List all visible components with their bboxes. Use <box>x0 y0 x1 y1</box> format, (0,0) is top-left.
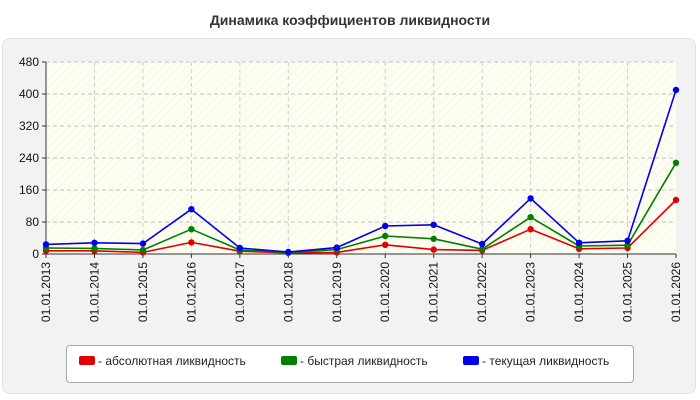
series-line-2 <box>45 89 677 253</box>
data-point-1 <box>624 242 631 249</box>
data-point-2 <box>478 240 486 248</box>
data-point-0 <box>382 241 389 248</box>
y-tick-label: 80 <box>26 215 40 229</box>
legend-item-absolute: - абсолютная ликвидность <box>79 354 246 370</box>
data-point-2 <box>575 239 583 246</box>
x-tick-label: 01.01.2018 <box>281 262 295 322</box>
legend-swatch-absolute <box>79 356 95 365</box>
x-tick-label: 01.01.2021 <box>427 262 441 322</box>
data-point-2 <box>91 239 98 246</box>
data-point-2 <box>430 221 437 228</box>
data-point-2 <box>42 241 50 248</box>
x-tick-label: 01.01.2024 <box>572 262 586 322</box>
data-point-1 <box>478 246 486 253</box>
x-tick-label: 01.01.2025 <box>621 262 635 322</box>
data-point-0 <box>672 196 680 204</box>
legend-label-absolute: - абсолютная ликвидность <box>98 354 246 368</box>
legend-label-current: - текущая ликвидность <box>482 354 610 368</box>
data-point-2 <box>333 244 340 251</box>
data-point-1 <box>672 159 680 166</box>
chart-title: Динамика коэффициентов ликвидности <box>209 12 491 28</box>
data-point-0 <box>430 246 437 253</box>
x-tick-label: 01.01.2026 <box>669 262 683 322</box>
y-tick-label: 160 <box>19 183 39 197</box>
data-point-1 <box>430 235 437 242</box>
data-point-1 <box>527 214 534 221</box>
x-tick-label: 01.01.2023 <box>524 262 538 322</box>
legend-swatch-current <box>463 356 479 365</box>
series-line-1 <box>45 162 677 254</box>
data-point-2 <box>188 206 195 213</box>
data-point-2 <box>382 222 389 230</box>
chart-legend: - абсолютная ликвидность - быстрая ликви… <box>66 345 634 383</box>
legend-item-quick: - быстрая ликвидность <box>281 354 428 370</box>
x-tick-label: 01.01.2016 <box>184 262 198 322</box>
data-point-2 <box>139 240 147 247</box>
data-point-2 <box>624 237 631 244</box>
x-tick-label: 01.01.2017 <box>233 262 247 322</box>
y-tick-label: 0 <box>32 247 39 261</box>
data-point-1 <box>139 246 147 254</box>
data-point-2 <box>285 248 292 256</box>
data-point-1 <box>91 245 98 252</box>
x-tick-label: 01.01.2022 <box>475 262 489 322</box>
data-point-1 <box>188 226 195 233</box>
x-tick-label: 01.01.2020 <box>378 262 392 322</box>
series-line-0 <box>46 199 677 254</box>
legend-swatch-quick <box>281 356 297 365</box>
data-point-0 <box>527 226 534 233</box>
y-tick-label: 480 <box>19 55 39 69</box>
x-tick-label: 01.01.2013 <box>39 262 53 322</box>
y-tick-label: 320 <box>19 119 39 133</box>
y-tick-label: 240 <box>19 151 39 165</box>
x-tick-label: 01.01.2015 <box>136 262 150 322</box>
data-point-1 <box>382 232 389 240</box>
data-point-2 <box>527 195 534 202</box>
data-point-0 <box>188 239 195 246</box>
y-tick-label: 400 <box>19 87 39 101</box>
x-tick-label: 01.01.2014 <box>87 262 101 322</box>
data-point-2 <box>672 86 680 94</box>
legend-label-quick: - быстрая ликвидность <box>300 354 428 368</box>
data-point-2 <box>236 244 244 252</box>
x-tick-label: 01.01.2019 <box>330 262 344 322</box>
legend-item-current: - текущая ликвидность <box>463 354 609 370</box>
